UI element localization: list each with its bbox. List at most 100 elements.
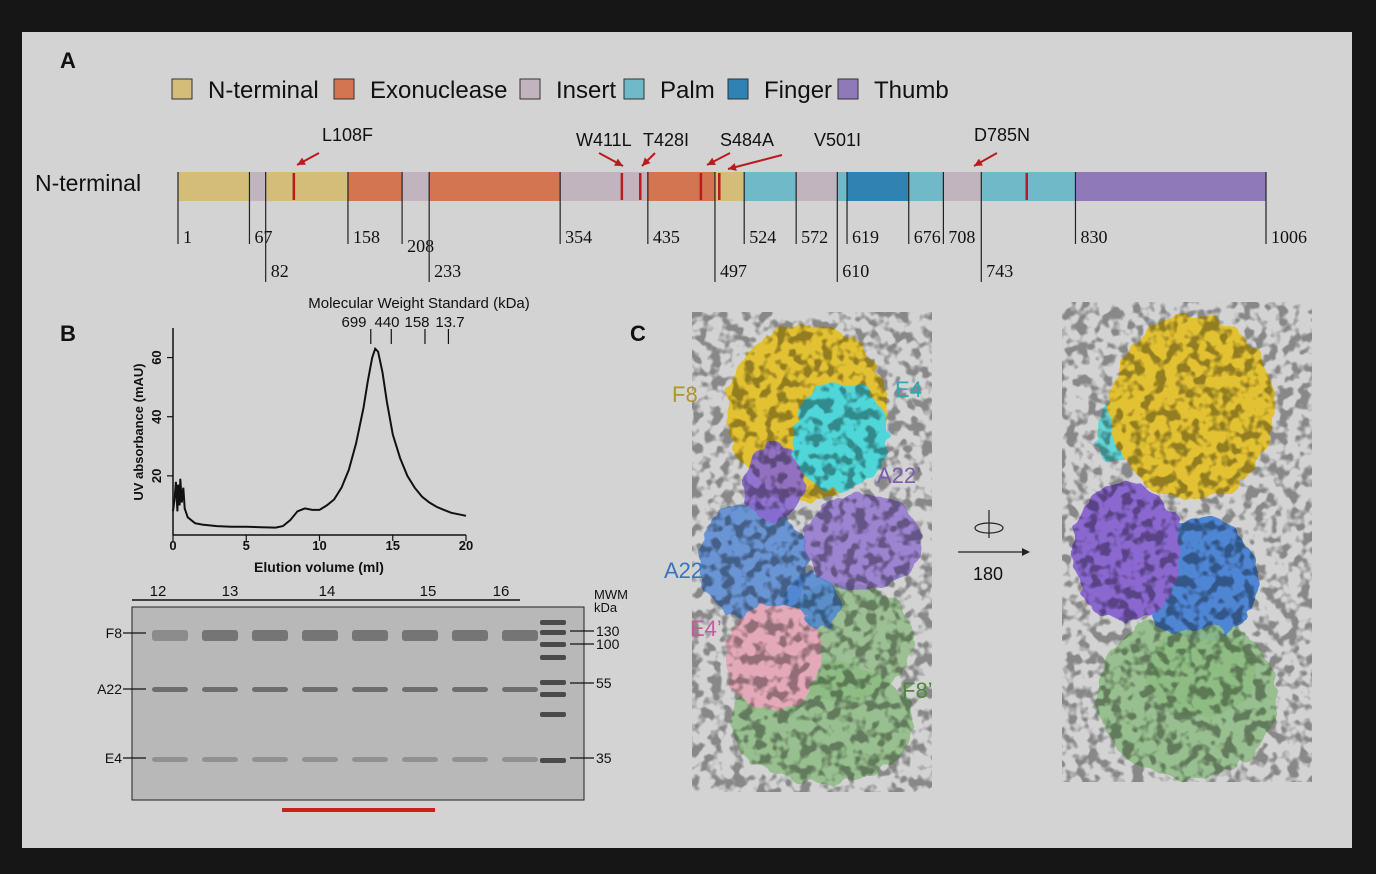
residue-tick-label: 708 <box>948 227 975 247</box>
residue-tick-label: 619 <box>852 227 879 247</box>
marker-label: 130 <box>596 623 620 639</box>
residue-tick-label: 82 <box>271 261 289 281</box>
gel-band <box>202 630 238 641</box>
residue-tick-label: 524 <box>749 227 776 247</box>
domain-segment-thumb <box>1075 172 1266 201</box>
residue-tick-label: 208 <box>407 236 434 256</box>
legend-label-finger: Finger <box>764 77 832 104</box>
residue-tick-label: 1006 <box>1271 227 1307 247</box>
domain-segment-insert <box>943 172 982 201</box>
gel-band <box>502 687 538 692</box>
gel-band <box>302 630 338 641</box>
residue-tick-label: 497 <box>720 261 747 281</box>
x-tick-label: 15 <box>386 538 400 553</box>
mutation-label-w411l: W411L <box>576 130 632 150</box>
legend-swatch-nterminal <box>171 78 193 100</box>
legend-swatch-thumb <box>837 78 859 100</box>
row-label: N-terminal <box>35 170 141 196</box>
structure-front-view <box>692 312 932 792</box>
standard-markers: 699 440 158 13.7 <box>341 314 465 344</box>
gel-band <box>452 687 488 692</box>
gel-band <box>202 757 238 762</box>
uv-trace <box>172 346 467 529</box>
mutation-label-v501i: V501I <box>814 130 861 150</box>
x-tick-label: 20 <box>459 538 473 553</box>
standard-label: 13.7 <box>435 314 464 331</box>
y-tick-label: 20 <box>149 469 164 483</box>
fraction-label: 13 <box>222 583 239 600</box>
panel-c-label: C <box>630 321 646 346</box>
residue-tick-label: 610 <box>842 261 869 281</box>
gel-band <box>252 630 288 641</box>
subunit-label-a22: A22 <box>664 558 703 583</box>
marker-band <box>540 680 566 685</box>
residue-tick-label: 233 <box>434 261 461 281</box>
standard-label: 158 <box>404 314 429 331</box>
mutation-arrowhead <box>642 157 651 166</box>
mutation-label-d785n: D785N <box>974 125 1030 145</box>
marker-header-line2: kDa <box>594 600 618 615</box>
pooled-fraction-bar <box>282 808 435 812</box>
subunit-label-e4-prime: E4’ <box>690 616 722 641</box>
domain-segment-palm <box>837 172 848 201</box>
fraction-label: 16 <box>493 583 510 600</box>
gel-band <box>302 687 338 692</box>
residue-tick-label: 158 <box>353 227 380 247</box>
mutation-label-s484a: S484A <box>720 130 774 150</box>
standard-label: 440 <box>374 314 399 331</box>
legend-label-insert: Insert <box>556 77 616 104</box>
domain-segment-palm <box>744 172 797 201</box>
protein-label-e4: E4 <box>105 750 122 766</box>
domain-segment-insert <box>560 172 648 201</box>
marker-label: 55 <box>596 675 612 691</box>
residue-tick-label: 572 <box>801 227 828 247</box>
residue-tick-label: 67 <box>254 227 272 247</box>
mutation-label-t428i: T428I <box>643 130 689 150</box>
marker-header-line1: MWM <box>594 587 628 602</box>
gel-band <box>302 757 338 762</box>
domain-segment-nterminal <box>265 172 348 201</box>
figure-panel: A B C N-terminal Exonuclease Insert Palm Fin… <box>22 32 1352 848</box>
gel-band <box>452 757 488 762</box>
chromatogram: Molecular Weight Standard (kDa) 699 440 15… <box>131 295 530 575</box>
domain-segment-insert <box>402 172 430 201</box>
domain-bar <box>178 172 1266 201</box>
residue-tick-label: 743 <box>986 261 1013 281</box>
x-tick-label: 5 <box>243 538 250 553</box>
x-axis-label: Elution volume (ml) <box>254 559 384 575</box>
gel-band <box>452 630 488 641</box>
chart-title: Molecular Weight Standard (kDa) <box>308 295 529 312</box>
legend-swatch-insert <box>519 78 541 100</box>
protein-label-a22: A22 <box>97 681 122 697</box>
domain-segment-exonuclease <box>429 172 561 201</box>
y-tick-labels: 20 40 60 <box>149 350 173 483</box>
residue-tick-label: 354 <box>565 227 592 247</box>
legend-label-thumb: Thumb <box>874 77 949 104</box>
legend-swatch-finger <box>727 78 749 100</box>
gel-band <box>502 757 538 762</box>
marker-band <box>540 758 566 763</box>
gel-band <box>352 687 388 692</box>
marker-band <box>540 642 566 647</box>
x-tick-labels: 0 5 10 15 20 <box>169 535 473 553</box>
mutation-arrowhead <box>297 157 306 165</box>
gel-band <box>352 630 388 641</box>
marker-band <box>540 630 566 635</box>
domain-segment-finger <box>847 172 909 201</box>
structure-rotated-view <box>1062 302 1312 782</box>
rotation-label: 180 <box>973 564 1003 584</box>
fraction-labels: 12 13 14 15 16 <box>150 583 510 600</box>
marker-band <box>540 692 566 697</box>
mutation-arrowhead <box>614 158 623 166</box>
y-tick-label: 40 <box>149 409 164 423</box>
marker-label: 35 <box>596 750 612 766</box>
mutation-label-l108f: L108F <box>322 125 373 145</box>
residue-tick-label: 830 <box>1080 227 1107 247</box>
marker-band <box>540 712 566 717</box>
domain-legend: N-terminal Exonuclease Insert Palm Finger Thu… <box>171 77 949 104</box>
gel-band <box>402 630 438 641</box>
legend-label-exonuclease: Exonuclease <box>370 77 507 104</box>
